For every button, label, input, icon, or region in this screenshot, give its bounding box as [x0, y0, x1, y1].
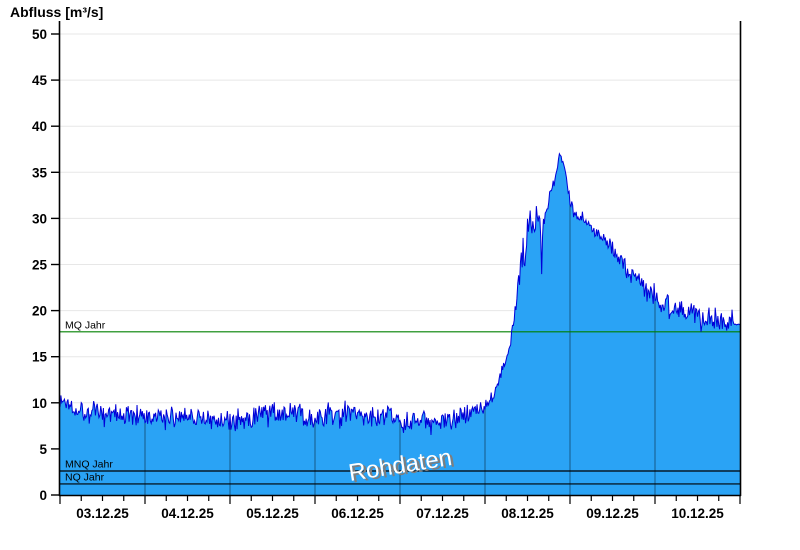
x-day-label: 10.12.25 [671, 506, 724, 521]
mnq-label: MNQ Jahr [65, 459, 113, 471]
x-day-label: 07.12.25 [416, 506, 469, 521]
mq-label: MQ Jahr [65, 319, 106, 331]
discharge-line [59, 152, 741, 435]
y-tick-label: 50 [32, 27, 47, 42]
x-day-label: 06.12.25 [331, 506, 384, 521]
y-tick-label: 5 [39, 442, 47, 457]
x-day-label: 09.12.25 [586, 506, 639, 521]
reference-lines [60, 331, 740, 485]
y-tick-label: 20 [32, 304, 47, 319]
x-day-label: 04.12.25 [161, 506, 214, 521]
y-tick-label: 10 [32, 396, 47, 411]
y-axis-title: Abfluss [m³/s] [10, 4, 104, 20]
y-tick-label: 15 [32, 350, 48, 365]
nq-label: NQ Jahr [65, 471, 105, 483]
y-tick-label: 25 [32, 258, 48, 273]
y-tick-label: 40 [32, 119, 47, 134]
y-tick-label: 30 [32, 211, 47, 226]
y-tick-label: 35 [32, 165, 48, 180]
x-day-label: 05.12.25 [246, 506, 299, 521]
x-day-label: 08.12.25 [501, 506, 554, 521]
y-tick-label: 0 [39, 488, 47, 503]
discharge-area [60, 153, 740, 495]
x-day-label: 03.12.25 [76, 506, 129, 521]
axes: 0 5 10 15 20 25 30 35 40 45 50 03.12.25 04.12.25 05.1… [32, 21, 742, 521]
y-tick-label: 45 [32, 73, 48, 88]
